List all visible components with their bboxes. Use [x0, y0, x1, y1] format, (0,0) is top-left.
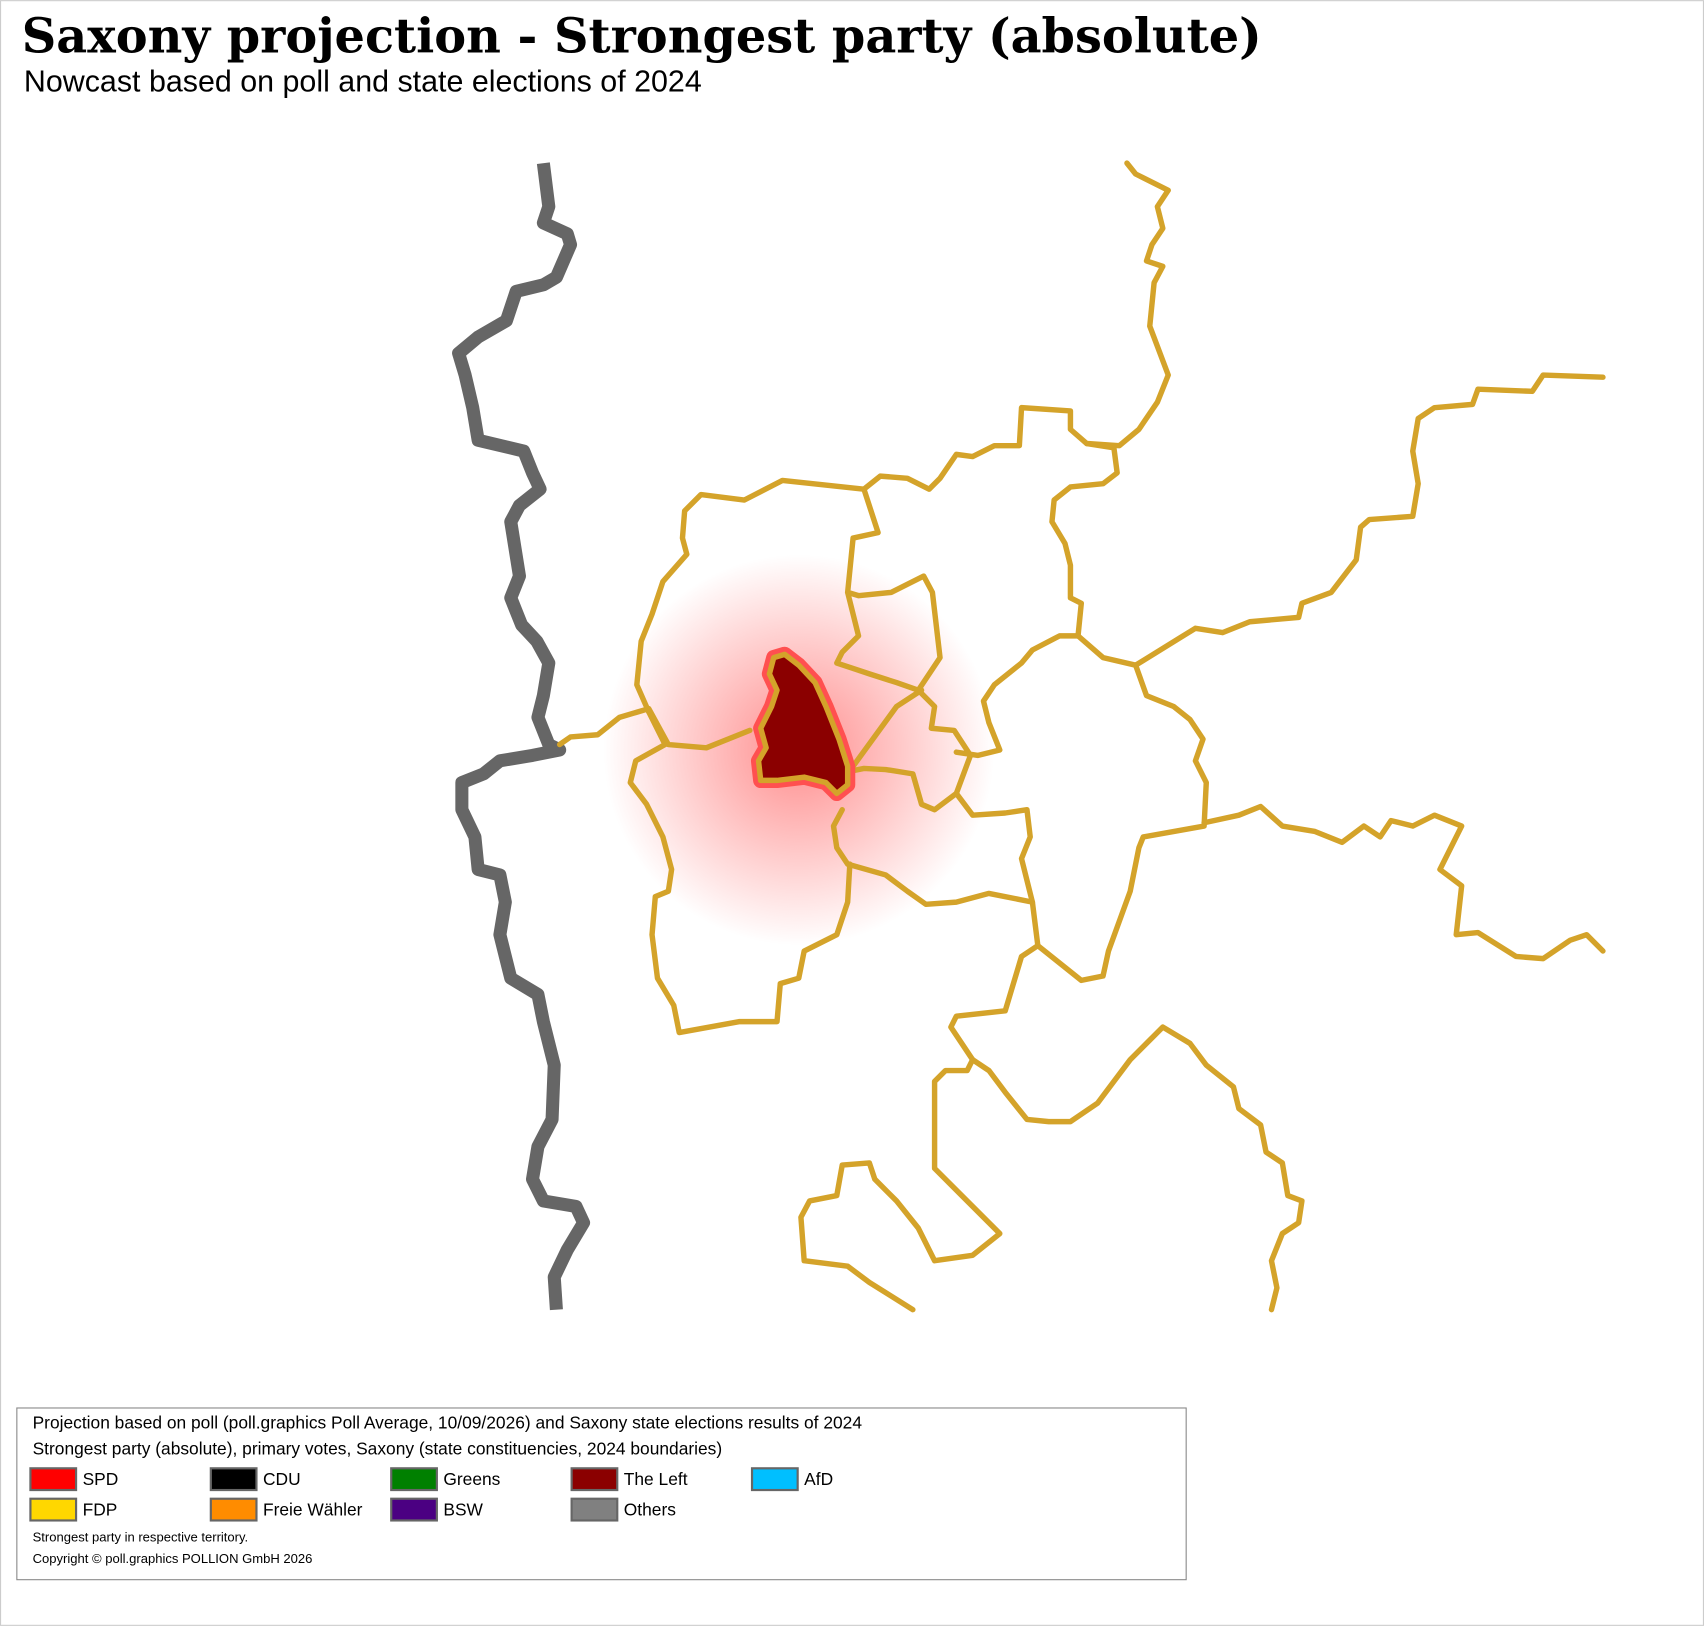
legend-label: Greens — [443, 1469, 500, 1489]
border — [798, 790, 1041, 1313]
highlighted-border — [755, 651, 851, 797]
border — [834, 486, 943, 693]
legend-swatch — [570, 1467, 619, 1492]
border — [844, 687, 974, 813]
legend-label: AfD — [804, 1469, 833, 1489]
border — [627, 709, 853, 1036]
map — [452, 160, 1606, 1313]
legend-label: Freie Wähler — [263, 1499, 363, 1519]
legend-swatch — [390, 1467, 438, 1492]
legend-label: SPD — [83, 1469, 119, 1489]
legend-line: Strongest party (absolute), primary vote… — [33, 1438, 723, 1458]
legend-swatch — [29, 1467, 78, 1492]
title: Saxony projection - Strongest party (abs… — [22, 8, 1262, 64]
border — [1035, 662, 1209, 984]
legend-note: Strongest party in respective territory. — [33, 1529, 249, 1544]
border — [969, 1024, 1305, 1313]
legend-box — [16, 1407, 1187, 1581]
legend-swatch — [209, 1497, 258, 1522]
border — [850, 687, 925, 769]
border — [1075, 372, 1606, 668]
legend-label: Others — [624, 1499, 676, 1519]
legend-label: BSW — [443, 1499, 483, 1519]
legend-swatch — [390, 1497, 438, 1522]
legend-swatch — [29, 1497, 78, 1522]
legend-swatch — [750, 1467, 799, 1492]
border — [830, 807, 1036, 908]
border — [556, 705, 753, 751]
subtitle: Nowcast based on poll and state election… — [24, 64, 702, 98]
constituency-borders — [556, 160, 1606, 1313]
legend-swatch — [209, 1467, 258, 1492]
border — [634, 160, 1171, 715]
border — [1201, 803, 1606, 962]
state-border — [452, 162, 591, 1311]
legend-label: CDU — [263, 1469, 301, 1489]
legend-label: FDP — [83, 1499, 118, 1519]
border — [953, 440, 1120, 759]
copyright: Copyright © poll.graphics POLLION GmbH 2… — [33, 1551, 313, 1566]
legend-swatch — [570, 1497, 619, 1522]
legend-label: The Left — [624, 1469, 688, 1489]
legend-line: Projection based on poll (poll.graphics … — [33, 1412, 863, 1432]
legend: Projection based on poll (poll.graphics … — [16, 1407, 1187, 1581]
